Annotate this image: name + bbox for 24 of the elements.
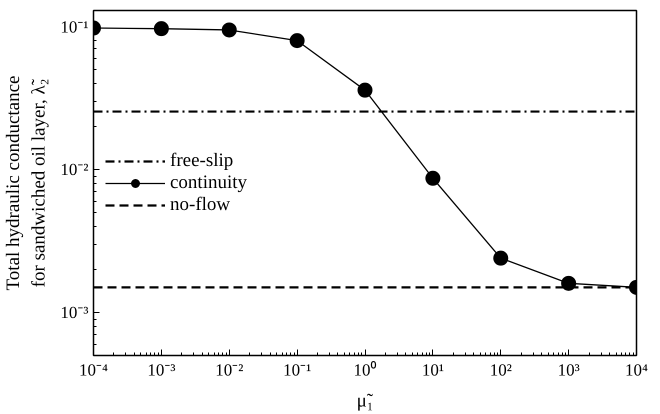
x-tick-label: 10¹ (422, 360, 444, 380)
y-tick-label: 10⁻¹ (60, 17, 89, 36)
x-tick-label: 10⁻⁴ (79, 360, 108, 380)
x-tick-label: 10⁰ (354, 360, 376, 380)
legend-label: continuity (170, 172, 248, 194)
point (222, 22, 237, 38)
y-tick-label: 10⁻³ (60, 302, 89, 322)
point (290, 33, 305, 48)
x-tick-label: 10⁻¹ (283, 360, 312, 380)
point (561, 276, 576, 291)
y-tick-label: 10⁻² (60, 160, 89, 180)
x-tick-label: 10³ (558, 360, 580, 380)
legend-label: free-slip (170, 150, 234, 172)
x-axis-title: μ̃₁ (356, 390, 374, 412)
legend-label: no-flow (170, 194, 230, 216)
point (425, 170, 440, 186)
point (154, 21, 169, 36)
x-tick-label: 10⁴ (625, 360, 648, 380)
point (493, 250, 508, 266)
point (358, 82, 372, 98)
x-tick-label: 10² (490, 360, 512, 380)
y-axis-title: Total hydraulic conductance for sandwiched oil layer, λ̃₂ (3, 76, 50, 290)
x-tick-label: 10⁻³ (147, 360, 176, 380)
x-tick-label: 10⁻² (215, 360, 244, 380)
